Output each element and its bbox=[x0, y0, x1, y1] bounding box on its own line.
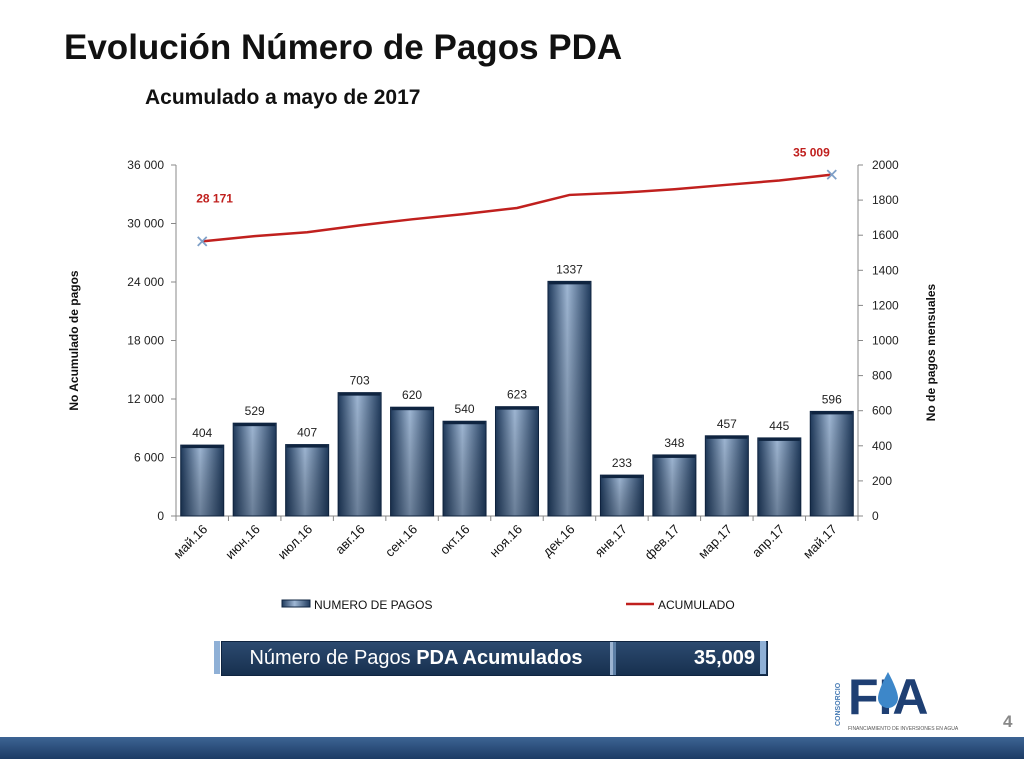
fia-logo: CONSORCIO FIA FINANCIAMIENTO DE INVERSIO… bbox=[835, 669, 959, 732]
bar-shade bbox=[390, 407, 434, 516]
y-right-tick-label: 200 bbox=[872, 474, 892, 488]
bar-top-edge bbox=[234, 423, 276, 427]
x-tick-label: янв.17 bbox=[592, 522, 630, 560]
water-drop-icon bbox=[878, 672, 898, 708]
bar-shade bbox=[652, 454, 696, 516]
bar-data-label: 404 bbox=[192, 426, 212, 440]
y-right-tick-label: 800 bbox=[872, 369, 892, 383]
summary-label-prefix: Número de Pagos bbox=[249, 647, 417, 669]
line-label-last: 35 009 bbox=[793, 146, 830, 160]
bar-shade bbox=[810, 411, 854, 516]
bar-data-label: 596 bbox=[822, 392, 842, 406]
legend-line-label: ACUMULADO bbox=[658, 598, 735, 612]
bar-shade bbox=[547, 281, 591, 516]
bar-series: 404 529 407 703 620 540 623 1337 233 348 457 445 596 bbox=[180, 262, 854, 517]
y-axis-right-title: No de pagos mensuales bbox=[924, 283, 938, 421]
bar-top-edge bbox=[758, 437, 800, 441]
summary-box: Número de Pagos PDA Acumulados 35,009 bbox=[221, 641, 768, 676]
bar-shade bbox=[233, 423, 277, 516]
line-point-marker bbox=[826, 169, 837, 180]
x-tick-label: июл.16 bbox=[275, 522, 316, 563]
logo-tagline: FINANCIAMIENTO DE INVERSIONES EN AGUA bbox=[848, 726, 959, 732]
bar-shade bbox=[705, 435, 749, 516]
x-tick-label: июн.16 bbox=[222, 522, 262, 562]
bar-top-edge bbox=[444, 421, 486, 425]
y-left-tick-label: 6 000 bbox=[134, 451, 164, 465]
x-tick-label: дек.16 bbox=[540, 522, 578, 560]
footer-bar bbox=[0, 737, 1024, 759]
y-right-tick-label: 400 bbox=[872, 439, 892, 453]
bar-top-edge bbox=[181, 445, 223, 449]
x-tick-label: апр.17 bbox=[749, 522, 788, 561]
summary-label: Número de Pagos PDA Acumulados bbox=[222, 642, 613, 675]
x-tick-label: ноя.16 bbox=[487, 522, 526, 561]
bar-shade bbox=[600, 475, 644, 516]
x-tick-label: фев.17 bbox=[642, 522, 683, 563]
legend-bar-label: NUMERO DE PAGOS bbox=[314, 598, 432, 612]
summary-right-cap bbox=[760, 641, 766, 674]
summary-left-cap bbox=[214, 641, 220, 674]
y-right-tick-label: 1200 bbox=[872, 298, 899, 312]
legend-bar-swatch bbox=[281, 599, 311, 608]
bar-shade bbox=[757, 437, 801, 516]
bar-top-edge bbox=[391, 407, 433, 411]
y-right-tick-label: 1800 bbox=[872, 193, 899, 207]
logo-vertical-text: CONSORCIO bbox=[835, 682, 842, 726]
bar-top-edge bbox=[706, 435, 748, 439]
bar-data-label: 540 bbox=[455, 402, 475, 416]
summary-label-bold: PDA Acumulados bbox=[416, 647, 583, 669]
bar-top-edge bbox=[548, 281, 590, 285]
bar-data-label: 529 bbox=[245, 404, 265, 418]
x-tick-label: май.16 bbox=[170, 522, 210, 562]
x-tick-label: сен.16 bbox=[382, 522, 420, 560]
y-left-tick-label: 24 000 bbox=[127, 275, 164, 289]
line-series: 28 171 35 009 bbox=[196, 146, 837, 247]
bar-top-edge bbox=[811, 411, 853, 415]
y-left-tick-label: 0 bbox=[157, 509, 164, 523]
bar-data-label: 620 bbox=[402, 388, 422, 402]
bar-shade bbox=[180, 445, 224, 516]
summary-value: 35,009 bbox=[613, 642, 767, 675]
page-title: Evolución Número de Pagos PDA bbox=[64, 28, 623, 67]
y-left-tick-label: 18 000 bbox=[127, 334, 164, 348]
bar-data-label: 623 bbox=[507, 388, 527, 402]
y-left-tick-label: 12 000 bbox=[127, 392, 164, 406]
bar-data-label: 703 bbox=[350, 374, 370, 388]
bar-data-label: 348 bbox=[664, 436, 684, 450]
bar-shade bbox=[495, 406, 539, 516]
bar-shade bbox=[285, 444, 329, 516]
y-left-tick-label: 30 000 bbox=[127, 217, 164, 231]
x-tick-label: мар.17 bbox=[695, 522, 735, 562]
line-label-first: 28 171 bbox=[196, 191, 233, 205]
x-tick-label: май.17 bbox=[800, 522, 840, 562]
bar-shade bbox=[443, 421, 487, 516]
y-right-tick-label: 1000 bbox=[872, 334, 899, 348]
bar-data-label: 407 bbox=[297, 426, 317, 440]
y-right-tick-label: 1400 bbox=[872, 263, 899, 277]
bar-data-label: 457 bbox=[717, 417, 737, 431]
combo-chart: 0 6 000 12 000 18 000 24 000 30 000 36 000 0 200… bbox=[67, 146, 938, 612]
y-right-tick-label: 600 bbox=[872, 404, 892, 418]
y-right-tick-label: 2000 bbox=[872, 158, 899, 172]
bar-data-label: 445 bbox=[769, 419, 789, 433]
bar-top-edge bbox=[339, 392, 381, 396]
x-tick-label: авг.16 bbox=[332, 522, 368, 558]
bar-top-edge bbox=[286, 444, 328, 448]
x-tick-label: окт.16 bbox=[437, 522, 473, 558]
page-subtitle: Acumulado a mayo de 2017 bbox=[145, 86, 421, 109]
line-point-marker bbox=[197, 236, 208, 247]
y-right-tick-label: 1600 bbox=[872, 228, 899, 242]
y-left-tick-label: 36 000 bbox=[127, 158, 164, 172]
bar-shade bbox=[338, 392, 382, 516]
bar-data-label: 233 bbox=[612, 456, 632, 470]
y-axis-left-title: No Acumulado de pagos bbox=[67, 270, 81, 411]
bar-top-edge bbox=[601, 475, 643, 479]
bar-data-label: 1337 bbox=[556, 262, 583, 276]
page-number: 4 bbox=[1003, 712, 1013, 731]
bar-top-edge bbox=[496, 406, 538, 410]
chart-legend: NUMERO DE PAGOS ACUMULADO bbox=[281, 598, 735, 612]
y-right-tick-label: 0 bbox=[872, 509, 879, 523]
cumulative-line bbox=[202, 173, 832, 243]
bar-top-edge bbox=[653, 454, 695, 458]
